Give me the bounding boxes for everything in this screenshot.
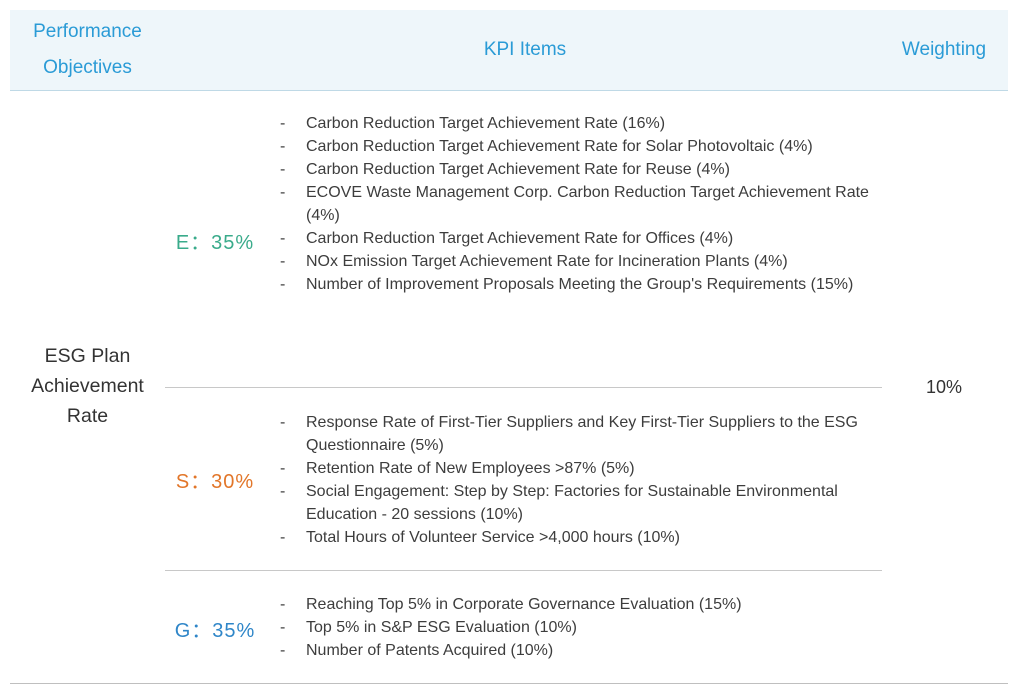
list-item: - Reaching Top 5% in Corporate Governance… xyxy=(280,593,870,616)
dash-bullet: - xyxy=(280,276,286,293)
category-governance-label: G：35% xyxy=(174,619,256,642)
kpi-item-text: Social Engagement: Step by Step: Factori… xyxy=(306,483,838,523)
list-item: - Carbon Reduction Target Achievement Rat… xyxy=(280,112,870,135)
header-performance-objectives: Performance Objectives xyxy=(10,10,165,90)
list-item: - Response Rate of First-Tier Suppliers a… xyxy=(280,411,870,457)
category-environment-label: E：35% xyxy=(175,231,255,254)
kpi-item-text: Carbon Reduction Target Achievement Rate… xyxy=(306,115,666,132)
weighting-value: 10% xyxy=(925,376,963,397)
list-item: - NOx Emission Target Achievement Rate fo… xyxy=(280,250,870,273)
kpi-item-text: Reaching Top 5% in Corporate Governance … xyxy=(306,596,742,613)
divider-env-social xyxy=(165,387,882,388)
list-item: - ECOVE Waste Management Corp. Carbon Red… xyxy=(280,181,870,227)
kpi-item-text: Response Rate of First-Tier Suppliers an… xyxy=(306,414,858,454)
dash-bullet: - xyxy=(280,184,286,201)
list-item: - Top 5% in S&P ESG Evaluation (10%) xyxy=(280,616,870,639)
dash-bullet: - xyxy=(280,642,286,659)
kpi-item-text: Total Hours of Volunteer Service >4,000 … xyxy=(306,529,680,546)
environment-kpi-list: - Carbon Reduction Target Achievement Rat… xyxy=(280,112,870,296)
list-item: - Number of Patents Acquired (10%) xyxy=(280,639,870,662)
objective-line1: ESG Plan xyxy=(44,345,131,367)
kpi-item-text: Carbon Reduction Target Achievement Rate… xyxy=(306,161,730,178)
governance-kpi-list: - Reaching Top 5% in Corporate Governance… xyxy=(280,593,870,662)
list-item: - Retention Rate of New Employees >87% (5… xyxy=(280,457,870,480)
dash-bullet: - xyxy=(280,619,286,636)
table-bottom-border xyxy=(10,683,1008,684)
dash-bullet: - xyxy=(280,253,286,270)
objective-line2: Achievement xyxy=(31,375,144,397)
dash-bullet: - xyxy=(280,483,286,500)
dash-bullet: - xyxy=(280,460,286,477)
dash-bullet: - xyxy=(280,529,286,546)
kpi-item-text: Top 5% in S&P ESG Evaluation (10%) xyxy=(306,619,577,636)
list-item: - Number of Improvement Proposals Meeting… xyxy=(280,273,870,296)
list-item: - Carbon Reduction Target Achievement Rat… xyxy=(280,227,870,250)
header-objectives-line1: Performance xyxy=(33,21,142,42)
social-kpi-list: - Response Rate of First-Tier Suppliers a… xyxy=(280,411,870,549)
table-header: Performance Objectives KPI Items Weighti… xyxy=(10,10,1008,91)
kpi-item-text: Number of Improvement Proposals Meeting … xyxy=(306,276,854,293)
kpi-item-text: Retention Rate of New Employees >87% (5%… xyxy=(306,460,635,477)
header-weighting: Weighting xyxy=(901,39,987,60)
kpi-item-text: Carbon Reduction Target Achievement Rate… xyxy=(306,230,734,247)
dash-bullet: - xyxy=(280,230,286,247)
objective-line3: Rate xyxy=(66,405,109,427)
dash-bullet: - xyxy=(280,115,286,132)
objective-cell: ESG Plan Achievement Rate xyxy=(10,340,165,432)
kpi-item-text: NOx Emission Target Achievement Rate for… xyxy=(306,253,788,270)
kpi-item-text: ECOVE Waste Management Corp. Carbon Redu… xyxy=(306,184,869,224)
divider-social-governance xyxy=(165,570,882,571)
list-item: - Carbon Reduction Target Achievement Rat… xyxy=(280,158,870,181)
header-kpi-items: KPI Items xyxy=(483,39,567,60)
dash-bullet: - xyxy=(280,138,286,155)
kpi-item-text: Carbon Reduction Target Achievement Rate… xyxy=(306,138,813,155)
category-social-label: S：30% xyxy=(175,470,255,493)
list-item: - Total Hours of Volunteer Service >4,000… xyxy=(280,526,870,549)
dash-bullet: - xyxy=(280,161,286,178)
header-objectives-line2: Objectives xyxy=(43,57,132,78)
kpi-item-text: Number of Patents Acquired (10%) xyxy=(306,642,554,659)
dash-bullet: - xyxy=(280,596,286,613)
list-item: - Carbon Reduction Target Achievement Rat… xyxy=(280,135,870,158)
list-item: - Social Engagement: Step by Step: Factor… xyxy=(280,480,870,526)
dash-bullet: - xyxy=(280,414,286,431)
